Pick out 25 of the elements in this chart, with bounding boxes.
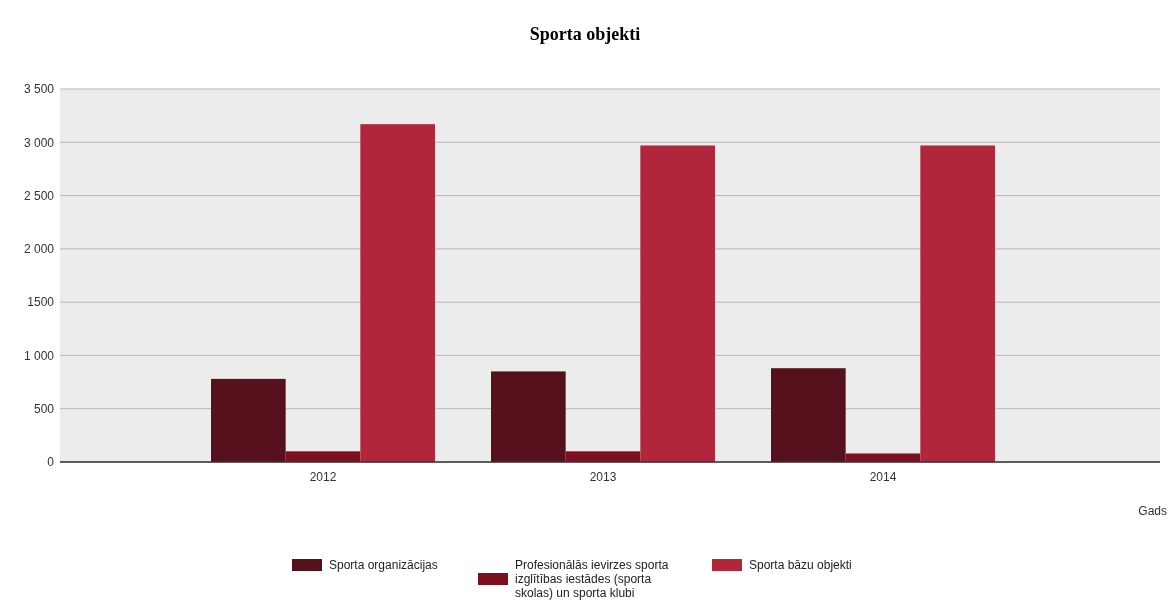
x-tick-label: 2013 [589,469,617,484]
legend-label: Sporta bāzu objekti [749,558,852,572]
bar [565,451,641,462]
legend-label: Profesionālās ievirzes sporta izglītības iestādes (sporta skolas) un sporta klubi [515,558,669,600]
y-tick-label: 500 [33,402,55,417]
y-tick-label: 1 000 [23,348,55,363]
y-tick-label: 1500 [27,295,55,310]
x-axis-title: Gads [1138,504,1167,518]
bar [211,378,286,462]
x-tick-label: 2012 [309,469,337,484]
y-tick-label: 3 500 [23,82,55,97]
bar [360,124,435,462]
legend-label: Sporta organizācijas [329,558,438,572]
bar [845,453,921,462]
y-tick-label: 2 500 [23,188,55,203]
y-tick-label: 2 000 [23,242,55,257]
bar [491,371,566,462]
y-tick-label: 3 000 [23,135,55,150]
bar [771,368,846,462]
x-tick-label: 2014 [869,469,897,484]
bar [285,451,361,462]
bar [640,145,715,462]
bar [920,145,995,462]
chart-title: Sporta objekti [529,24,641,44]
y-tick-label: 0 [47,455,55,470]
